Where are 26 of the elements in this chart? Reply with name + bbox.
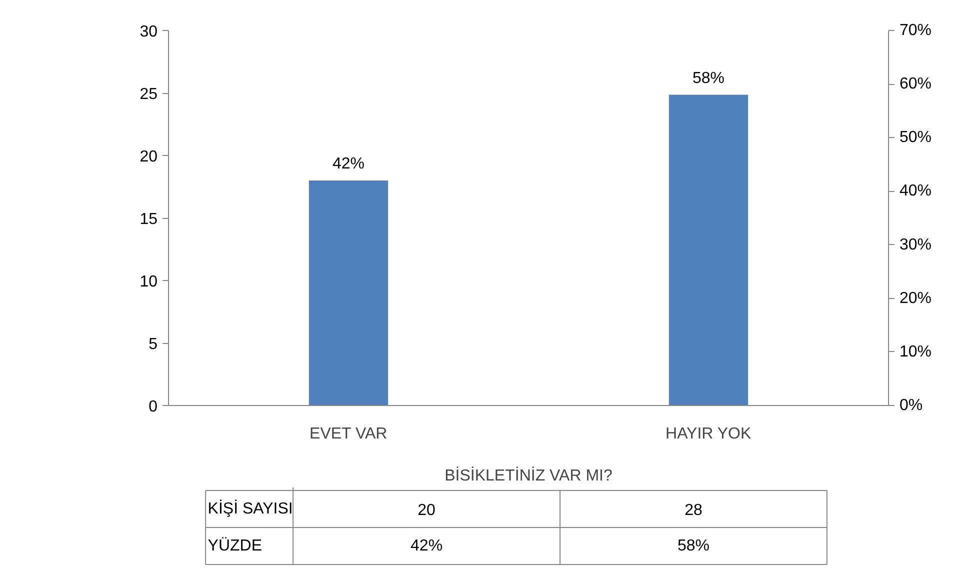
y-tick-label: 25 — [140, 86, 158, 103]
text: 42% — [410, 538, 443, 554]
x-axis-title: BİSİKLETİNİZ VAR MI? — [444, 466, 612, 484]
data-label: 58% — [692, 70, 725, 87]
y2-tick-label: 40% — [900, 182, 932, 200]
x-tick-label: HAYIR YOK — [666, 426, 752, 442]
text: KİŞİ SAYISI — [208, 500, 293, 518]
data-label: 42% — [332, 156, 365, 172]
y-tick-label: 0 — [148, 398, 158, 416]
text: YÜZDE — [208, 536, 262, 554]
y-tick-label: 15 — [140, 211, 158, 228]
y2-tick-label: 10% — [900, 343, 932, 360]
y-tick-label: 5 — [148, 336, 158, 353]
y2-tick-label: 20% — [900, 290, 932, 307]
y-tick-label: 30 — [140, 24, 158, 40]
y2-tick-label: 60% — [900, 76, 932, 93]
y-tick-label: 20 — [140, 148, 158, 166]
text: 20 — [418, 502, 436, 519]
y2-tick-label: 0% — [900, 397, 923, 414]
y2-tick-label: 70% — [900, 22, 932, 39]
x-tick-label: EVET VAR — [310, 426, 388, 442]
text: 28 — [684, 502, 702, 519]
y2-tick-label: 30% — [900, 236, 932, 254]
y-tick-label: 10 — [140, 274, 158, 290]
y2-tick-label: 50% — [900, 129, 932, 146]
text: 58% — [677, 538, 710, 554]
